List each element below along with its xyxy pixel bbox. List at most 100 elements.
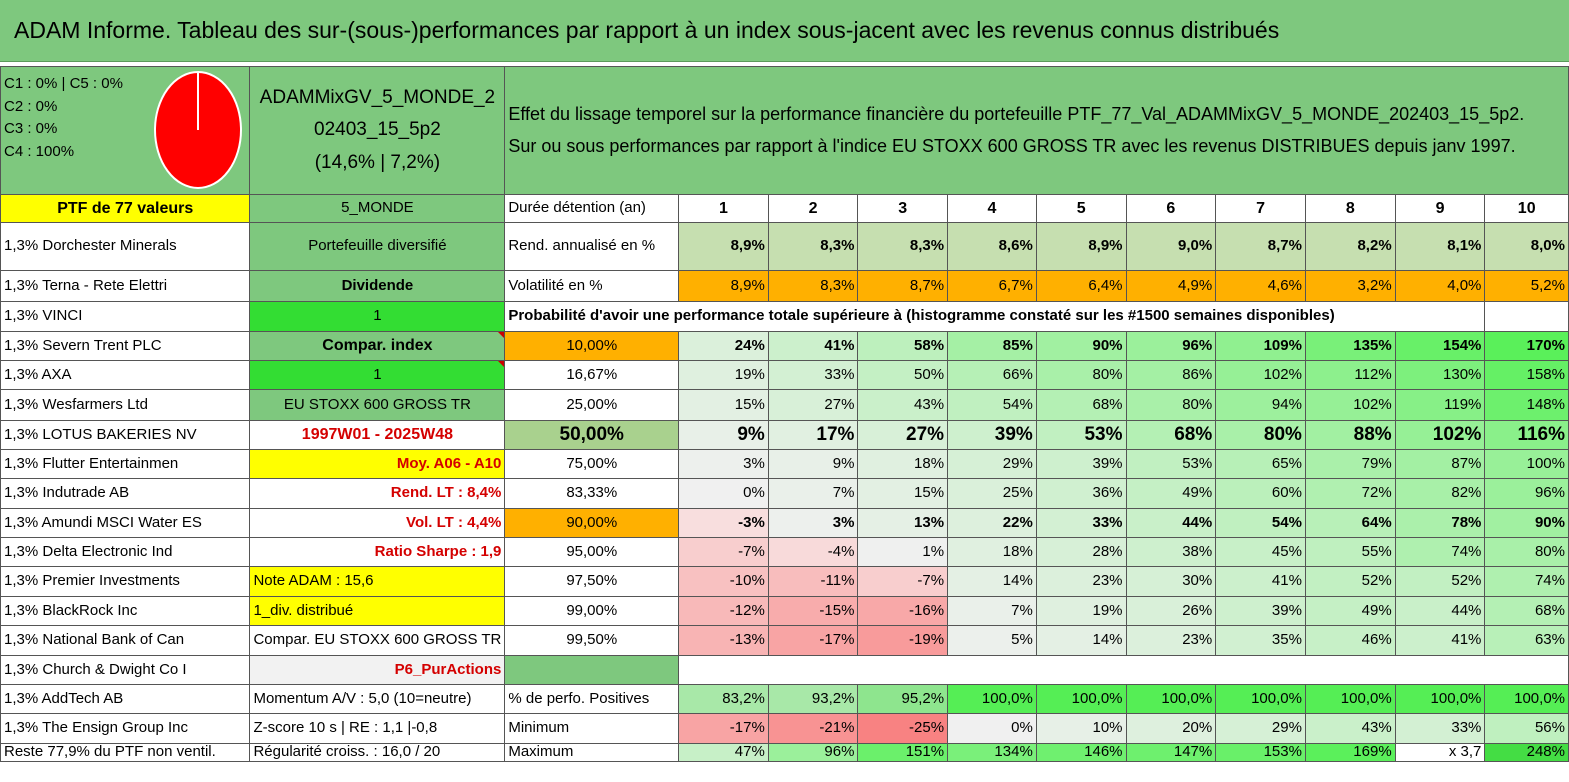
- proba-value: 135%: [1304, 331, 1396, 361]
- proba-value: 18%: [857, 449, 949, 479]
- empty-cell: [1484, 301, 1569, 332]
- proba-value: 158%: [1484, 360, 1569, 390]
- proba-value: -3%: [678, 508, 769, 538]
- proba-value: 63%: [1484, 625, 1569, 656]
- maximum-label: Maximum: [504, 743, 680, 762]
- vol-value: 6,7%: [947, 270, 1037, 302]
- param-dividende: Dividende: [249, 270, 506, 302]
- proba-value: 44%: [1394, 596, 1486, 626]
- class-line: C3 : 0%: [4, 120, 58, 137]
- table-row: 1,3% Premier Investments Note ADAM : 15,6…: [0, 566, 1569, 597]
- proba-value: 100%: [1484, 449, 1569, 479]
- vol-value: 3,2%: [1304, 270, 1396, 302]
- minimum-value: 56%: [1484, 713, 1569, 744]
- holding-item: 1,3% AXA: [0, 360, 251, 390]
- holding-item: 1,3% BlackRock Inc: [0, 596, 251, 626]
- proba-value: 41%: [767, 331, 859, 361]
- holding-item: Reste 77,9% du PTF non ventil.: [0, 743, 251, 762]
- proba-value: 54%: [1215, 508, 1306, 538]
- holding-item: 1,3% Amundi MSCI Water ES: [0, 508, 251, 538]
- proba-value: -12%: [678, 596, 769, 626]
- proba-threshold: 75,00%: [504, 449, 680, 479]
- class-line: C4 : 100%: [4, 142, 75, 160]
- vol-value: 8,7%: [857, 270, 949, 302]
- proba-value: 15%: [857, 478, 949, 509]
- vol-value: 5,2%: [1484, 270, 1569, 302]
- proba-value: 119%: [1394, 389, 1486, 421]
- rend-value: 8,7%: [1215, 222, 1306, 271]
- maximum-value: 151%: [857, 743, 949, 762]
- proba-value: 72%: [1304, 478, 1396, 509]
- param-v1: 1: [249, 301, 506, 332]
- proba-value: 90%: [1035, 331, 1127, 361]
- maximum-value: 248%: [1484, 743, 1569, 762]
- proba-value: -7%: [857, 566, 949, 597]
- proba-value: 18%: [947, 537, 1037, 567]
- empty-cell: [678, 655, 1569, 685]
- proba-value: 82%: [1394, 478, 1486, 509]
- rend-label: Rend. annualisé en %: [504, 222, 680, 271]
- proba-value: 55%: [1304, 537, 1396, 567]
- minimum-value: 10%: [1035, 713, 1127, 744]
- proba-value: 87%: [1394, 449, 1486, 479]
- vol-value: 6,4%: [1035, 270, 1127, 302]
- proba-value: 38%: [1125, 537, 1217, 567]
- holding-item: 1,3% Wesfarmers Ltd: [0, 389, 251, 421]
- class-line: C1 : 0% | C5 : 0%: [4, 75, 123, 92]
- proba-threshold: 25,00%: [504, 389, 680, 421]
- year-header: 7: [1215, 194, 1306, 223]
- proba-value: 52%: [1304, 566, 1396, 597]
- proba-value: 68%: [1035, 389, 1127, 421]
- proba-value: 24%: [678, 331, 769, 361]
- proba-threshold: 90,00%: [504, 508, 680, 538]
- proba-value: -7%: [678, 537, 769, 567]
- holding-item: 1,3% Delta Electronic Ind: [0, 537, 251, 567]
- proba-value: 52%: [1394, 566, 1486, 597]
- maximum-value: 96%: [767, 743, 859, 762]
- table-row: 1,3% Flutter Entertainmen Moy. A06 - A10 7…: [0, 449, 1569, 479]
- proba-value: 53%: [1035, 420, 1127, 450]
- table-row: 1,3% VINCI 1 Probabilité d'avoir une perfo…: [0, 301, 1569, 332]
- proba-value: 9%: [678, 420, 769, 450]
- proba-value: 80%: [1035, 360, 1127, 390]
- proba-threshold: 99,00%: [504, 596, 680, 626]
- proba-value: 102%: [1304, 389, 1396, 421]
- proba-value: 80%: [1125, 389, 1217, 421]
- param-regularite: Régularité croiss. : 16,0 / 20: [249, 743, 506, 762]
- proba-value: 94%: [1215, 389, 1306, 421]
- proba-value: 80%: [1484, 537, 1569, 567]
- proba-threshold: 95,00%: [504, 537, 680, 567]
- holding-item: 1,3% AddTech AB: [0, 684, 251, 714]
- proba-value: 22%: [947, 508, 1037, 538]
- param-compar-full: Compar. EU STOXX 600 GROSS TR: [249, 625, 506, 656]
- proba-value: 36%: [1035, 478, 1127, 509]
- maximum-value: 146%: [1035, 743, 1127, 762]
- proba-value: 26%: [1125, 596, 1217, 626]
- proba-value: 74%: [1394, 537, 1486, 567]
- proba-value: -4%: [767, 537, 859, 567]
- proba-value: 28%: [1035, 537, 1127, 567]
- param-zscore: Z-score 10 s | RE : 1,1 |-0,8: [249, 713, 506, 744]
- year-header: 3: [857, 194, 949, 223]
- param-vol-lt: Vol. LT : 4,4%: [249, 508, 506, 538]
- positives-value: 100,0%: [947, 684, 1037, 714]
- minimum-value: 43%: [1304, 713, 1396, 744]
- maximum-value: x 3,7: [1394, 743, 1486, 762]
- minimum-value: -21%: [767, 713, 859, 744]
- positives-value: 100,0%: [1035, 684, 1127, 714]
- positives-value: 83,2%: [678, 684, 769, 714]
- proba-value: -15%: [767, 596, 859, 626]
- vol-value: 4,9%: [1125, 270, 1217, 302]
- proba-value: 23%: [1035, 566, 1127, 597]
- proba-value: -16%: [857, 596, 949, 626]
- year-header: 2: [767, 194, 859, 223]
- proba-value: 85%: [947, 331, 1037, 361]
- proba-value: 45%: [1215, 537, 1306, 567]
- proba-value: 13%: [857, 508, 949, 538]
- table-row: 1,3% BlackRock Inc 1_div. distribué 99,00%…: [0, 596, 1569, 626]
- proba-value: 9%: [767, 449, 859, 479]
- year-header: 8: [1304, 194, 1396, 223]
- green-spacer: [504, 655, 680, 685]
- table-row: 1,3% Indutrade AB Rend. LT : 8,4% 83,33% 0%…: [0, 478, 1569, 509]
- proba-value: 19%: [1035, 596, 1127, 626]
